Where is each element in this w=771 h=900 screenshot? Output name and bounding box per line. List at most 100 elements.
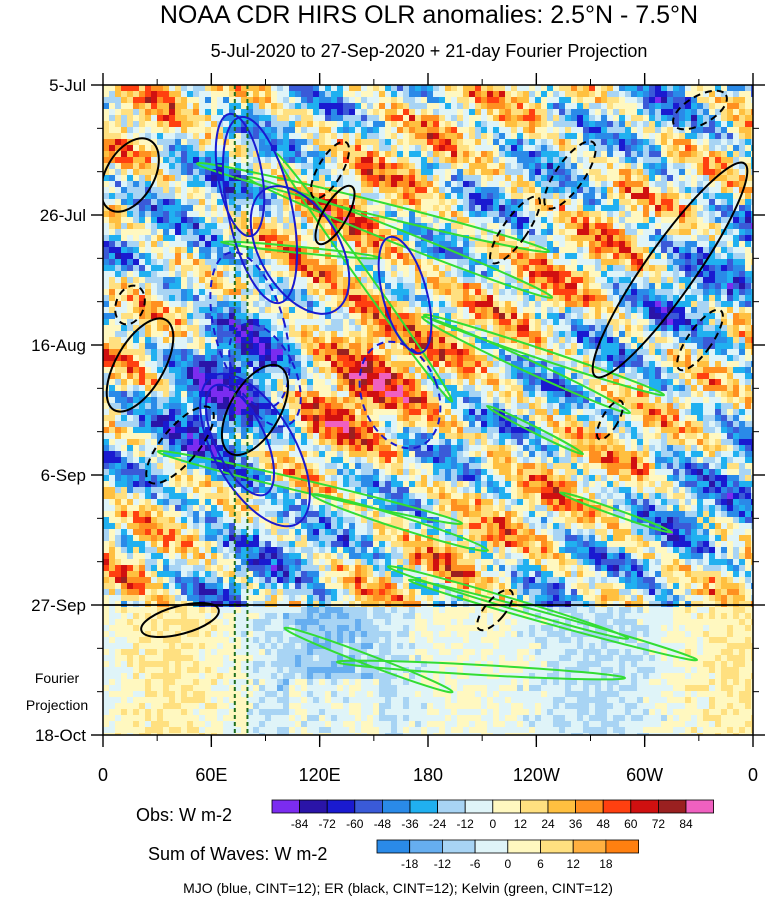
anomaly-cell — [205, 133, 212, 140]
anomaly-cell — [613, 91, 620, 98]
anomaly-cell — [331, 289, 338, 296]
anomaly-cell — [499, 217, 506, 224]
anomaly-cell — [745, 97, 752, 104]
anomaly-cell — [559, 271, 566, 278]
anomaly-cell — [199, 133, 206, 140]
anomaly-cell — [367, 175, 374, 182]
anomaly-cell — [667, 217, 674, 224]
anomaly-cell — [301, 289, 308, 296]
anomaly-cell — [715, 235, 722, 242]
anomaly-cell — [697, 133, 704, 140]
anomaly-cell — [187, 145, 194, 152]
anomaly-cell — [115, 205, 122, 212]
anomaly-cell — [595, 199, 602, 206]
anomaly-cell — [667, 349, 674, 356]
anomaly-cell — [535, 175, 542, 182]
anomaly-cell — [241, 181, 248, 188]
chart-title: NOAA CDR HIRS OLR anomalies: 2.5°N - 7.5… — [160, 1, 698, 29]
anomaly-cell — [133, 85, 140, 92]
anomaly-cell — [709, 139, 716, 146]
anomaly-cell — [613, 175, 620, 182]
anomaly-cell — [133, 229, 140, 236]
anomaly-cell — [655, 169, 662, 176]
anomaly-cell — [565, 175, 572, 182]
anomaly-cell — [343, 121, 350, 128]
anomaly-cell — [463, 103, 470, 110]
anomaly-cell — [625, 319, 632, 326]
anomaly-cell — [433, 205, 440, 212]
anomaly-cell — [535, 103, 542, 110]
anomaly-cell — [367, 265, 374, 272]
anomaly-cell — [217, 175, 224, 182]
anomaly-cell — [583, 121, 590, 128]
anomaly-cell — [481, 313, 488, 320]
anomaly-cell — [733, 295, 740, 302]
anomaly-cell — [277, 217, 284, 224]
anomaly-cell — [337, 337, 344, 344]
anomaly-cell — [565, 319, 572, 326]
anomaly-cell — [385, 175, 392, 182]
anomaly-cell — [619, 121, 626, 128]
anomaly-cell — [307, 133, 314, 140]
anomaly-cell — [559, 175, 566, 182]
anomaly-cell — [547, 175, 554, 182]
anomaly-cell — [457, 349, 464, 356]
anomaly-cell — [379, 325, 386, 332]
anomaly-cell — [493, 115, 500, 122]
anomaly-cell — [187, 253, 194, 260]
anomaly-cell — [355, 175, 362, 182]
anomaly-cell — [319, 223, 326, 230]
anomaly-cell — [691, 217, 698, 224]
anomaly-cell — [289, 337, 296, 344]
anomaly-cell — [691, 283, 698, 290]
anomaly-cell — [643, 85, 650, 92]
anomaly-cell — [433, 193, 440, 200]
anomaly-cell — [517, 223, 524, 230]
anomaly-cell — [241, 265, 248, 272]
anomaly-cell — [397, 349, 404, 356]
anomaly-cell — [547, 355, 554, 362]
anomaly-cell — [115, 175, 122, 182]
anomaly-cell — [589, 295, 596, 302]
anomaly-cell — [553, 253, 560, 260]
anomaly-cell — [523, 217, 530, 224]
anomaly-cell — [709, 283, 716, 290]
anomaly-cell — [163, 127, 170, 134]
anomaly-cell — [205, 205, 212, 212]
anomaly-cell — [403, 271, 410, 278]
anomaly-cell — [655, 265, 662, 272]
anomaly-cell — [637, 211, 644, 218]
anomaly-cell — [481, 295, 488, 302]
anomaly-cell — [199, 175, 206, 182]
anomaly-cell — [391, 205, 398, 212]
anomaly-cell — [445, 349, 452, 356]
anomaly-cell — [427, 85, 434, 92]
anomaly-cell — [355, 301, 362, 308]
anomaly-cell — [427, 217, 434, 224]
anomaly-cell — [439, 175, 446, 182]
anomaly-cell — [547, 109, 554, 116]
anomaly-cell — [427, 205, 434, 212]
anomaly-cell — [325, 337, 332, 344]
anomaly-cell — [739, 289, 746, 296]
anomaly-cell — [235, 355, 242, 362]
anomaly-cell — [319, 127, 326, 134]
anomaly-cell — [487, 199, 494, 206]
anomaly-cell — [511, 151, 518, 158]
anomaly-cell — [481, 343, 488, 350]
anomaly-cell — [331, 139, 338, 146]
anomaly-cell — [415, 295, 422, 302]
anomaly-cell — [145, 235, 152, 242]
anomaly-cell — [577, 247, 584, 254]
anomaly-cell — [529, 331, 536, 338]
anomaly-cell — [313, 247, 320, 254]
anomaly-cell — [121, 85, 128, 92]
anomaly-cell — [619, 211, 626, 218]
anomaly-cell — [379, 265, 386, 272]
anomaly-cell — [469, 277, 476, 284]
anomaly-cell — [577, 325, 584, 332]
anomaly-cell — [727, 205, 734, 212]
anomaly-cell — [709, 229, 716, 236]
anomaly-cell — [385, 181, 392, 188]
anomaly-cell — [331, 199, 338, 206]
